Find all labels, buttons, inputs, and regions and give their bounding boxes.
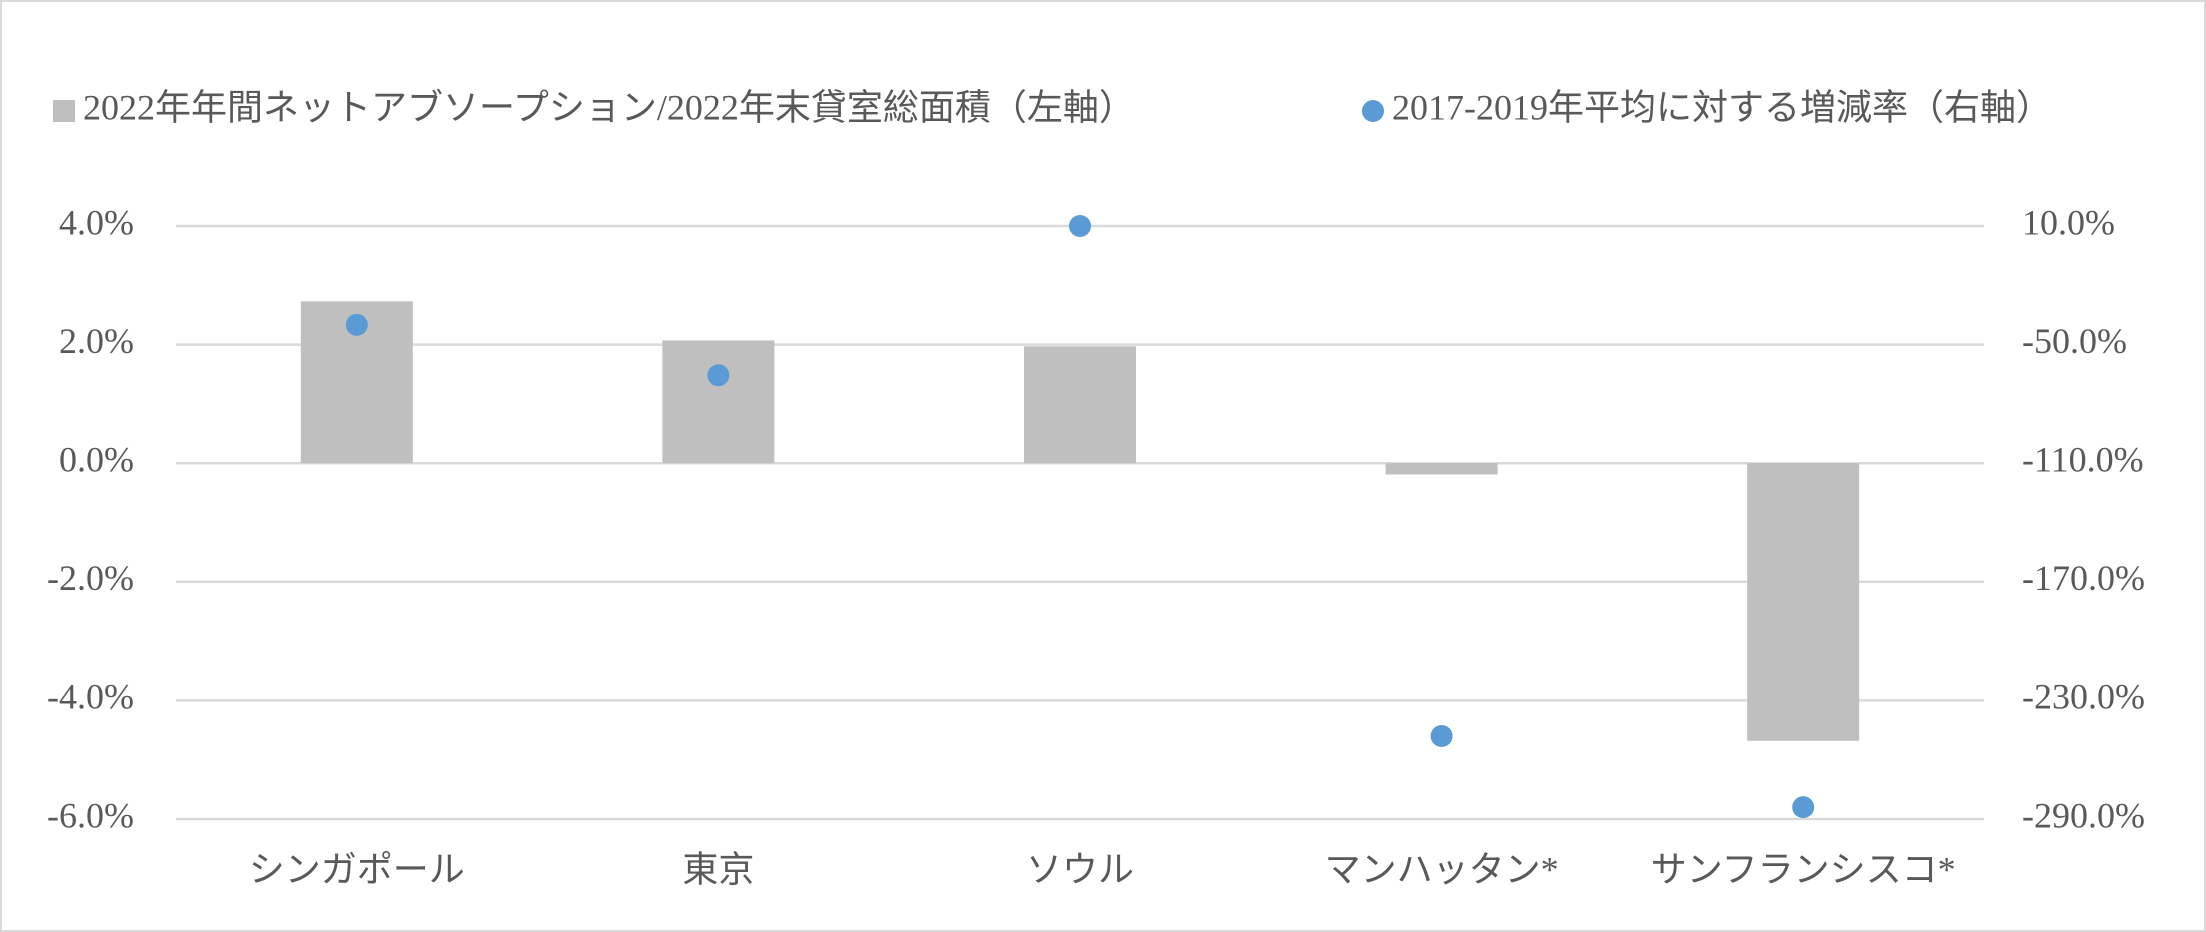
y-tick-label: -4.0% xyxy=(47,677,134,717)
point xyxy=(707,364,730,387)
bar xyxy=(1747,463,1860,741)
x-tick-label: シンガポール xyxy=(249,849,465,889)
point xyxy=(1430,724,1453,747)
bar xyxy=(1024,346,1136,464)
bar xyxy=(662,340,775,464)
y-tick-label: 2.0% xyxy=(59,321,134,361)
y-tick-label: 4.0% xyxy=(59,202,134,242)
legend-label: 2022年年間ネットアブソープション/2022年末貸室総面積（左軸） xyxy=(83,87,1135,127)
point xyxy=(1792,796,1815,819)
legend-swatch xyxy=(53,100,75,122)
y-tick-label: -2.0% xyxy=(47,558,134,598)
legend-label: 2017-2019年平均に対する増減率（右軸） xyxy=(1392,87,2052,127)
y-tick-label: 0.0% xyxy=(59,439,134,479)
bar xyxy=(1385,463,1498,475)
legend-swatch xyxy=(1362,100,1384,122)
y2-tick-label: -230.0% xyxy=(2022,677,2145,717)
y-tick-label: -6.0% xyxy=(47,795,134,835)
y2-tick-label: -50.0% xyxy=(2022,321,2127,361)
x-tick-label: マンハッタン* xyxy=(1325,849,1559,889)
x-tick-label: サンフランシスコ* xyxy=(1651,849,1956,889)
point xyxy=(345,313,368,336)
y2-tick-label: -110.0% xyxy=(2022,439,2144,479)
y2-tick-label: 10.0% xyxy=(2022,202,2115,242)
point xyxy=(1069,215,1091,237)
x-tick-label: ソウル xyxy=(1026,849,1134,889)
y2-tick-label: -290.0% xyxy=(2022,795,2145,835)
y2-tick-label: -170.0% xyxy=(2022,558,2145,598)
x-tick-label: 東京 xyxy=(682,849,754,889)
